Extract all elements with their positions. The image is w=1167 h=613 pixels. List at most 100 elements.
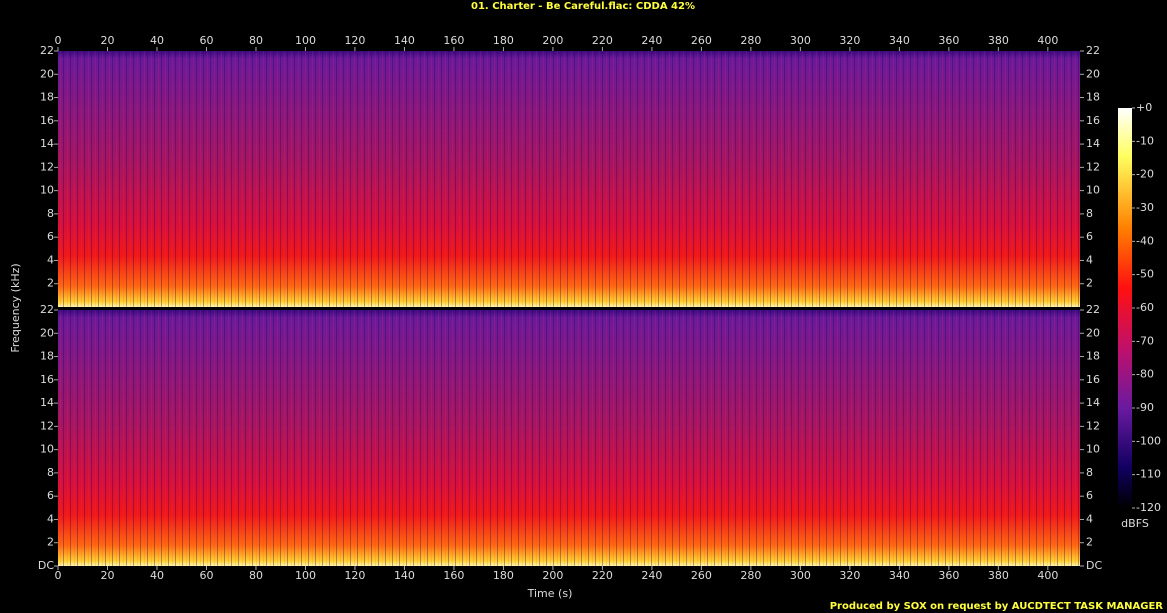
x-tick-label: 180 [493, 569, 514, 582]
y-tick-label-right: 4 [1086, 512, 1093, 525]
x-tick-label-top: 280 [740, 34, 761, 47]
x-tick-label-top: 400 [1037, 34, 1058, 47]
colorbar-tick-label: +0 [1136, 101, 1152, 114]
x-tick-label: 100 [295, 569, 316, 582]
x-tick-label-top: 100 [295, 34, 316, 47]
x-tick-label: 400 [1037, 569, 1058, 582]
x-tick-label-top: 340 [889, 34, 910, 47]
x-tick-label-top: 240 [641, 34, 662, 47]
y-tick-label-right: 2 [1086, 277, 1093, 290]
x-tick-label-top: 60 [199, 34, 213, 47]
y-tick-label-right: 6 [1086, 489, 1093, 502]
colorbar-tick-label: -30 [1136, 201, 1154, 214]
y-tick-label: 10 [40, 443, 54, 456]
colorbar-tick-label: -40 [1136, 234, 1154, 247]
colorbar-tick-label: -10 [1136, 134, 1154, 147]
y-tick-label: 8 [47, 466, 54, 479]
y-tick-label: 4 [47, 512, 54, 525]
y-tick-label: 4 [47, 253, 54, 266]
x-tick-label: 80 [249, 569, 263, 582]
x-tick-label: 60 [199, 569, 213, 582]
y-tick-label: 16 [40, 114, 54, 127]
colorbar-tick-label: -110 [1136, 468, 1161, 481]
y-tick-label: 20 [40, 326, 54, 339]
y-tick-label-right: DC [1086, 559, 1102, 572]
x-tick-label-top: 40 [150, 34, 164, 47]
x-tick-label: 340 [889, 569, 910, 582]
colorbar-tick-label: -50 [1136, 268, 1154, 281]
y-tick-label-right: 10 [1086, 184, 1100, 197]
x-tick-label: 260 [691, 569, 712, 582]
y-tick-label-right: 20 [1086, 67, 1100, 80]
y-tick-label-right: 22 [1086, 303, 1100, 316]
x-tick-label: 20 [100, 569, 114, 582]
x-tick-label-top: 300 [790, 34, 811, 47]
x-tick-label: 120 [344, 569, 365, 582]
spectrogram-texture [58, 310, 1080, 566]
x-tick-label-top: 140 [394, 34, 415, 47]
colorbar-tick-label: -60 [1136, 301, 1154, 314]
colorbar-tick-label: -80 [1136, 368, 1154, 381]
colorbar-tick-label: -120 [1136, 501, 1161, 514]
y-tick-label: DC [38, 559, 54, 572]
x-tick-label-top: 80 [249, 34, 263, 47]
panel-top [58, 51, 1080, 307]
y-tick-label: 22 [40, 44, 54, 57]
y-tick-label: 6 [47, 230, 54, 243]
x-tick-label-top: 180 [493, 34, 514, 47]
y-tick-label-right: 6 [1086, 230, 1093, 243]
y-tick-label-right: 10 [1086, 443, 1100, 456]
colorbar-label: dBFS [1121, 517, 1149, 530]
colorbar-tick-label: -70 [1136, 334, 1154, 347]
y-tick-label: 16 [40, 373, 54, 386]
colorbar [1118, 108, 1132, 508]
spectrogram-texture [58, 51, 1080, 307]
x-tick-label: 40 [150, 569, 164, 582]
x-tick-label-top: 220 [592, 34, 613, 47]
y-tick-label-right: 8 [1086, 207, 1093, 220]
y-tick-label: 22 [40, 303, 54, 316]
y-tick-label: 12 [40, 419, 54, 432]
y-tick-label-right: 2 [1086, 536, 1093, 549]
y-tick-label: 8 [47, 207, 54, 220]
x-tick-label: 380 [988, 569, 1009, 582]
x-tick-label: 240 [641, 569, 662, 582]
y-tick-label-right: 14 [1086, 137, 1100, 150]
x-tick-label-top: 120 [344, 34, 365, 47]
y-tick-label-right: 16 [1086, 114, 1100, 127]
colorbar-tick-label: -90 [1136, 401, 1154, 414]
y-axis-label: Frequency (kHz) [9, 263, 22, 352]
y-tick-label-right: 4 [1086, 253, 1093, 266]
x-tick-label: 0 [55, 569, 62, 582]
x-tick-label-top: 20 [100, 34, 114, 47]
colorbar-tick-label: -100 [1136, 434, 1161, 447]
x-tick-label-top: 320 [839, 34, 860, 47]
y-tick-label: 6 [47, 489, 54, 502]
chart-title: 01. Charter - Be Careful.flac: CDDA 42% [471, 1, 695, 12]
x-tick-label-top: 380 [988, 34, 1009, 47]
y-tick-label-right: 8 [1086, 466, 1093, 479]
x-tick-label: 300 [790, 569, 811, 582]
x-tick-label-top: 160 [443, 34, 464, 47]
y-tick-label-right: 14 [1086, 396, 1100, 409]
x-tick-label: 280 [740, 569, 761, 582]
y-tick-label: 14 [40, 396, 54, 409]
y-tick-label: 2 [47, 536, 54, 549]
x-tick-label: 160 [443, 569, 464, 582]
y-tick-label: 12 [40, 160, 54, 173]
panel-bottom [58, 310, 1080, 566]
x-tick-label-top: 360 [938, 34, 959, 47]
y-tick-label-right: 12 [1086, 419, 1100, 432]
y-tick-label: 2 [47, 277, 54, 290]
x-tick-label: 360 [938, 569, 959, 582]
y-tick-label-right: 18 [1086, 91, 1100, 104]
x-tick-label-top: 200 [542, 34, 563, 47]
x-axis-label: Time (s) [527, 587, 573, 600]
y-tick-label: 14 [40, 137, 54, 150]
y-tick-label-right: 12 [1086, 160, 1100, 173]
y-tick-label-right: 22 [1086, 44, 1100, 57]
y-tick-label-right: 20 [1086, 326, 1100, 339]
y-tick-label-right: 16 [1086, 373, 1100, 386]
x-tick-label: 220 [592, 569, 613, 582]
